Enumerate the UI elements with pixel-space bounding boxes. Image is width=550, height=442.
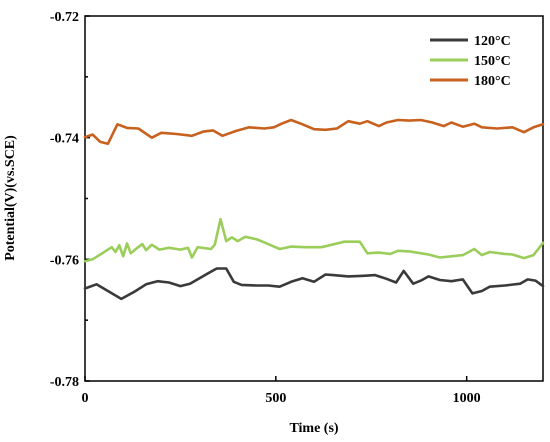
x-axis-title: Time (s): [289, 421, 338, 436]
series-line-1: [83, 267, 545, 301]
y-tick-label: -0.72: [50, 10, 79, 25]
x-tick-label: 1000: [453, 391, 481, 406]
x-tick-label: 0: [82, 391, 89, 406]
legend-label: 150°C: [474, 54, 511, 69]
y-tick-label: -0.78: [50, 375, 79, 390]
plot-frame: [84, 15, 544, 382]
x-tick-label: 500: [265, 391, 286, 406]
series-layer: [83, 118, 545, 301]
legend-label: 120°C: [474, 34, 511, 49]
legend: 120°C 150°C 180°C: [430, 34, 511, 89]
y-axis: -0.72 -0.74 -0.76 -0.78: [50, 10, 90, 390]
series-line-3: [83, 118, 545, 146]
legend-label: 180°C: [474, 74, 511, 89]
y-tick-label: -0.74: [50, 132, 79, 147]
y-axis-title: Potential(V)(vs.SCE): [3, 135, 18, 261]
y-tick-label: -0.76: [50, 253, 79, 268]
series-line-2: [83, 217, 545, 263]
x-axis: 0 500 1000: [82, 376, 481, 406]
